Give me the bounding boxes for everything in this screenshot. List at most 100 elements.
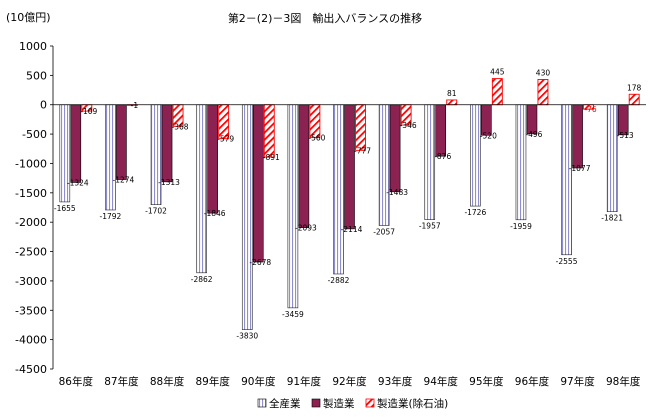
data-label-manufacturing-ex-oil: -109 [80, 107, 97, 116]
bars-layer [59, 78, 640, 330]
bar-all-industries [515, 104, 527, 221]
data-label-manufacturing-ex-oil: -579 [217, 135, 234, 144]
bar-all-industries [378, 104, 390, 226]
y-tick-label: 0 [40, 99, 47, 112]
data-label-manufacturing-ex-oil: 445 [490, 68, 505, 77]
x-tick-label: 95年度 [469, 375, 504, 388]
y-tick-label: 500 [26, 69, 47, 82]
legend-label-manufacturing-ex-oil: 製造業(除石油) [377, 397, 448, 410]
legend-swatch-manufacturing-ex-oil [365, 398, 375, 408]
bar-manufacturing-ex-oil [491, 78, 503, 106]
data-label-manufacturing-ex-oil: 430 [536, 68, 551, 77]
data-label-manufacturing-ex-oil: 178 [627, 83, 642, 92]
legend-swatch-manufacturing [311, 398, 321, 408]
data-label-all-industries: -1726 [464, 208, 486, 217]
x-tick-label: 93年度 [378, 375, 413, 388]
bar-all-industries [241, 104, 253, 330]
y-axis-unit: (10億円) [6, 11, 51, 24]
bar-all-industries [424, 104, 436, 220]
bar-manufacturing-ex-oil [355, 104, 366, 151]
x-tick-label: 89年度 [195, 375, 230, 388]
data-label-manufacturing: -876 [434, 152, 451, 161]
x-tick-label: 91年度 [287, 375, 322, 388]
data-label-manufacturing: -2114 [341, 225, 363, 234]
y-tick-label: -1000 [15, 157, 47, 170]
data-label-manufacturing-ex-oil: -368 [172, 122, 189, 131]
chart-title: 第2－(2)－3図 輸出入バランスの推移 [228, 11, 422, 25]
x-tick-label: 88年度 [150, 375, 185, 388]
bar-all-industries [287, 104, 299, 309]
data-label-all-industries: -1655 [54, 204, 76, 213]
data-label-manufacturing-ex-oil: -891 [263, 153, 280, 162]
legend: 全産業 製造業 製造業(除石油) [257, 397, 448, 410]
bar-manufacturing [207, 104, 218, 214]
x-tick-label: 86年度 [59, 375, 94, 388]
axes-layer: 1000 500 0 -500 -1000 -1500 -2000 -2500 -3000 -35… [15, 40, 646, 388]
y-tick-label: -3500 [15, 304, 47, 317]
bar-all-industries [470, 104, 481, 207]
bar-manufacturing-ex-oil [446, 99, 458, 106]
bar-all-industries [561, 104, 572, 256]
bar-manufacturing [298, 104, 310, 228]
data-label-manufacturing-ex-oil: -777 [354, 146, 371, 155]
data-label-manufacturing: -496 [525, 130, 542, 139]
data-label-all-industries: -2862 [191, 275, 213, 284]
data-label-manufacturing-ex-oil: -76 [584, 105, 596, 114]
x-tick-label: 94年度 [424, 375, 459, 388]
y-tick-label: -1500 [15, 187, 47, 200]
bar-manufacturing-ex-oil [537, 79, 549, 106]
data-label-all-industries: -2882 [328, 276, 350, 285]
x-tick-label: 96年度 [515, 375, 550, 388]
bar-manufacturing-ex-oil [628, 93, 640, 106]
data-label-all-industries: -1957 [419, 222, 441, 231]
x-tick-label: 98年度 [606, 375, 641, 388]
bar-all-industries [150, 104, 162, 205]
data-label-manufacturing: -2678 [249, 258, 271, 267]
legend-swatch-all-industries [257, 398, 267, 408]
data-label-all-industries: -2555 [556, 257, 578, 266]
x-tick-label: 97年度 [560, 375, 595, 388]
data-label-manufacturing: -1846 [204, 209, 226, 218]
data-label-manufacturing: -2093 [295, 224, 317, 233]
bar-manufacturing [435, 104, 447, 157]
bar-manufacturing-ex-oil [218, 104, 230, 140]
data-label-manufacturing: -520 [480, 131, 497, 140]
data-label-manufacturing: -1274 [113, 176, 135, 185]
bar-manufacturing [161, 104, 173, 183]
data-label-manufacturing-ex-oil: 81 [447, 89, 457, 98]
data-labels-layer: -1655 -1792 -1702 -2862 -3830 -3459 -2882 -2057… [54, 68, 642, 341]
data-label-all-industries: -1702 [145, 207, 167, 216]
bar-all-industries [105, 104, 116, 211]
data-label-manufacturing-ex-oil: -560 [308, 134, 325, 143]
legend-label-all-industries: 全産業 [269, 397, 301, 410]
data-label-manufacturing: -513 [617, 131, 634, 140]
data-label-all-industries: -1792 [100, 212, 122, 221]
y-tick-label: -2000 [15, 216, 47, 229]
data-label-manufacturing: -1324 [67, 178, 89, 187]
bar-manufacturing [572, 104, 583, 169]
legend-label-manufacturing: 製造業 [323, 397, 355, 410]
x-tick-label: 90年度 [241, 375, 276, 388]
bar-manufacturing-ex-oil [263, 104, 275, 158]
data-label-all-industries: -3459 [282, 310, 304, 319]
bar-manufacturing [389, 104, 401, 193]
bar-all-industries [333, 104, 344, 275]
data-label-manufacturing: -1313 [158, 178, 180, 187]
data-label-manufacturing-ex-oil: -1 [131, 101, 139, 110]
y-tick-label: -3000 [15, 275, 47, 288]
data-label-manufacturing: -1077 [569, 164, 591, 173]
bar-all-industries [196, 104, 207, 274]
bar-manufacturing [70, 104, 82, 183]
bar-manufacturing [116, 104, 127, 180]
x-tick-label: 87年度 [104, 375, 139, 388]
data-label-manufacturing-ex-oil: -346 [400, 121, 417, 130]
y-tick-label: -500 [22, 128, 47, 141]
bar-all-industries [606, 104, 618, 212]
y-tick-label: -2500 [15, 246, 47, 259]
data-label-manufacturing: -1483 [386, 188, 408, 197]
bar-manufacturing [252, 104, 264, 263]
x-tick-label: 92年度 [332, 375, 367, 388]
y-tick-label: -4000 [15, 334, 47, 347]
y-tick-label: -4500 [15, 363, 47, 376]
